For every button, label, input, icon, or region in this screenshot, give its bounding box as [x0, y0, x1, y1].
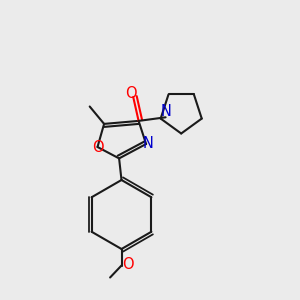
- Text: O: O: [122, 257, 134, 272]
- Text: O: O: [125, 85, 136, 100]
- Text: N: N: [142, 136, 153, 151]
- Text: O: O: [92, 140, 103, 154]
- Text: N: N: [161, 104, 172, 119]
